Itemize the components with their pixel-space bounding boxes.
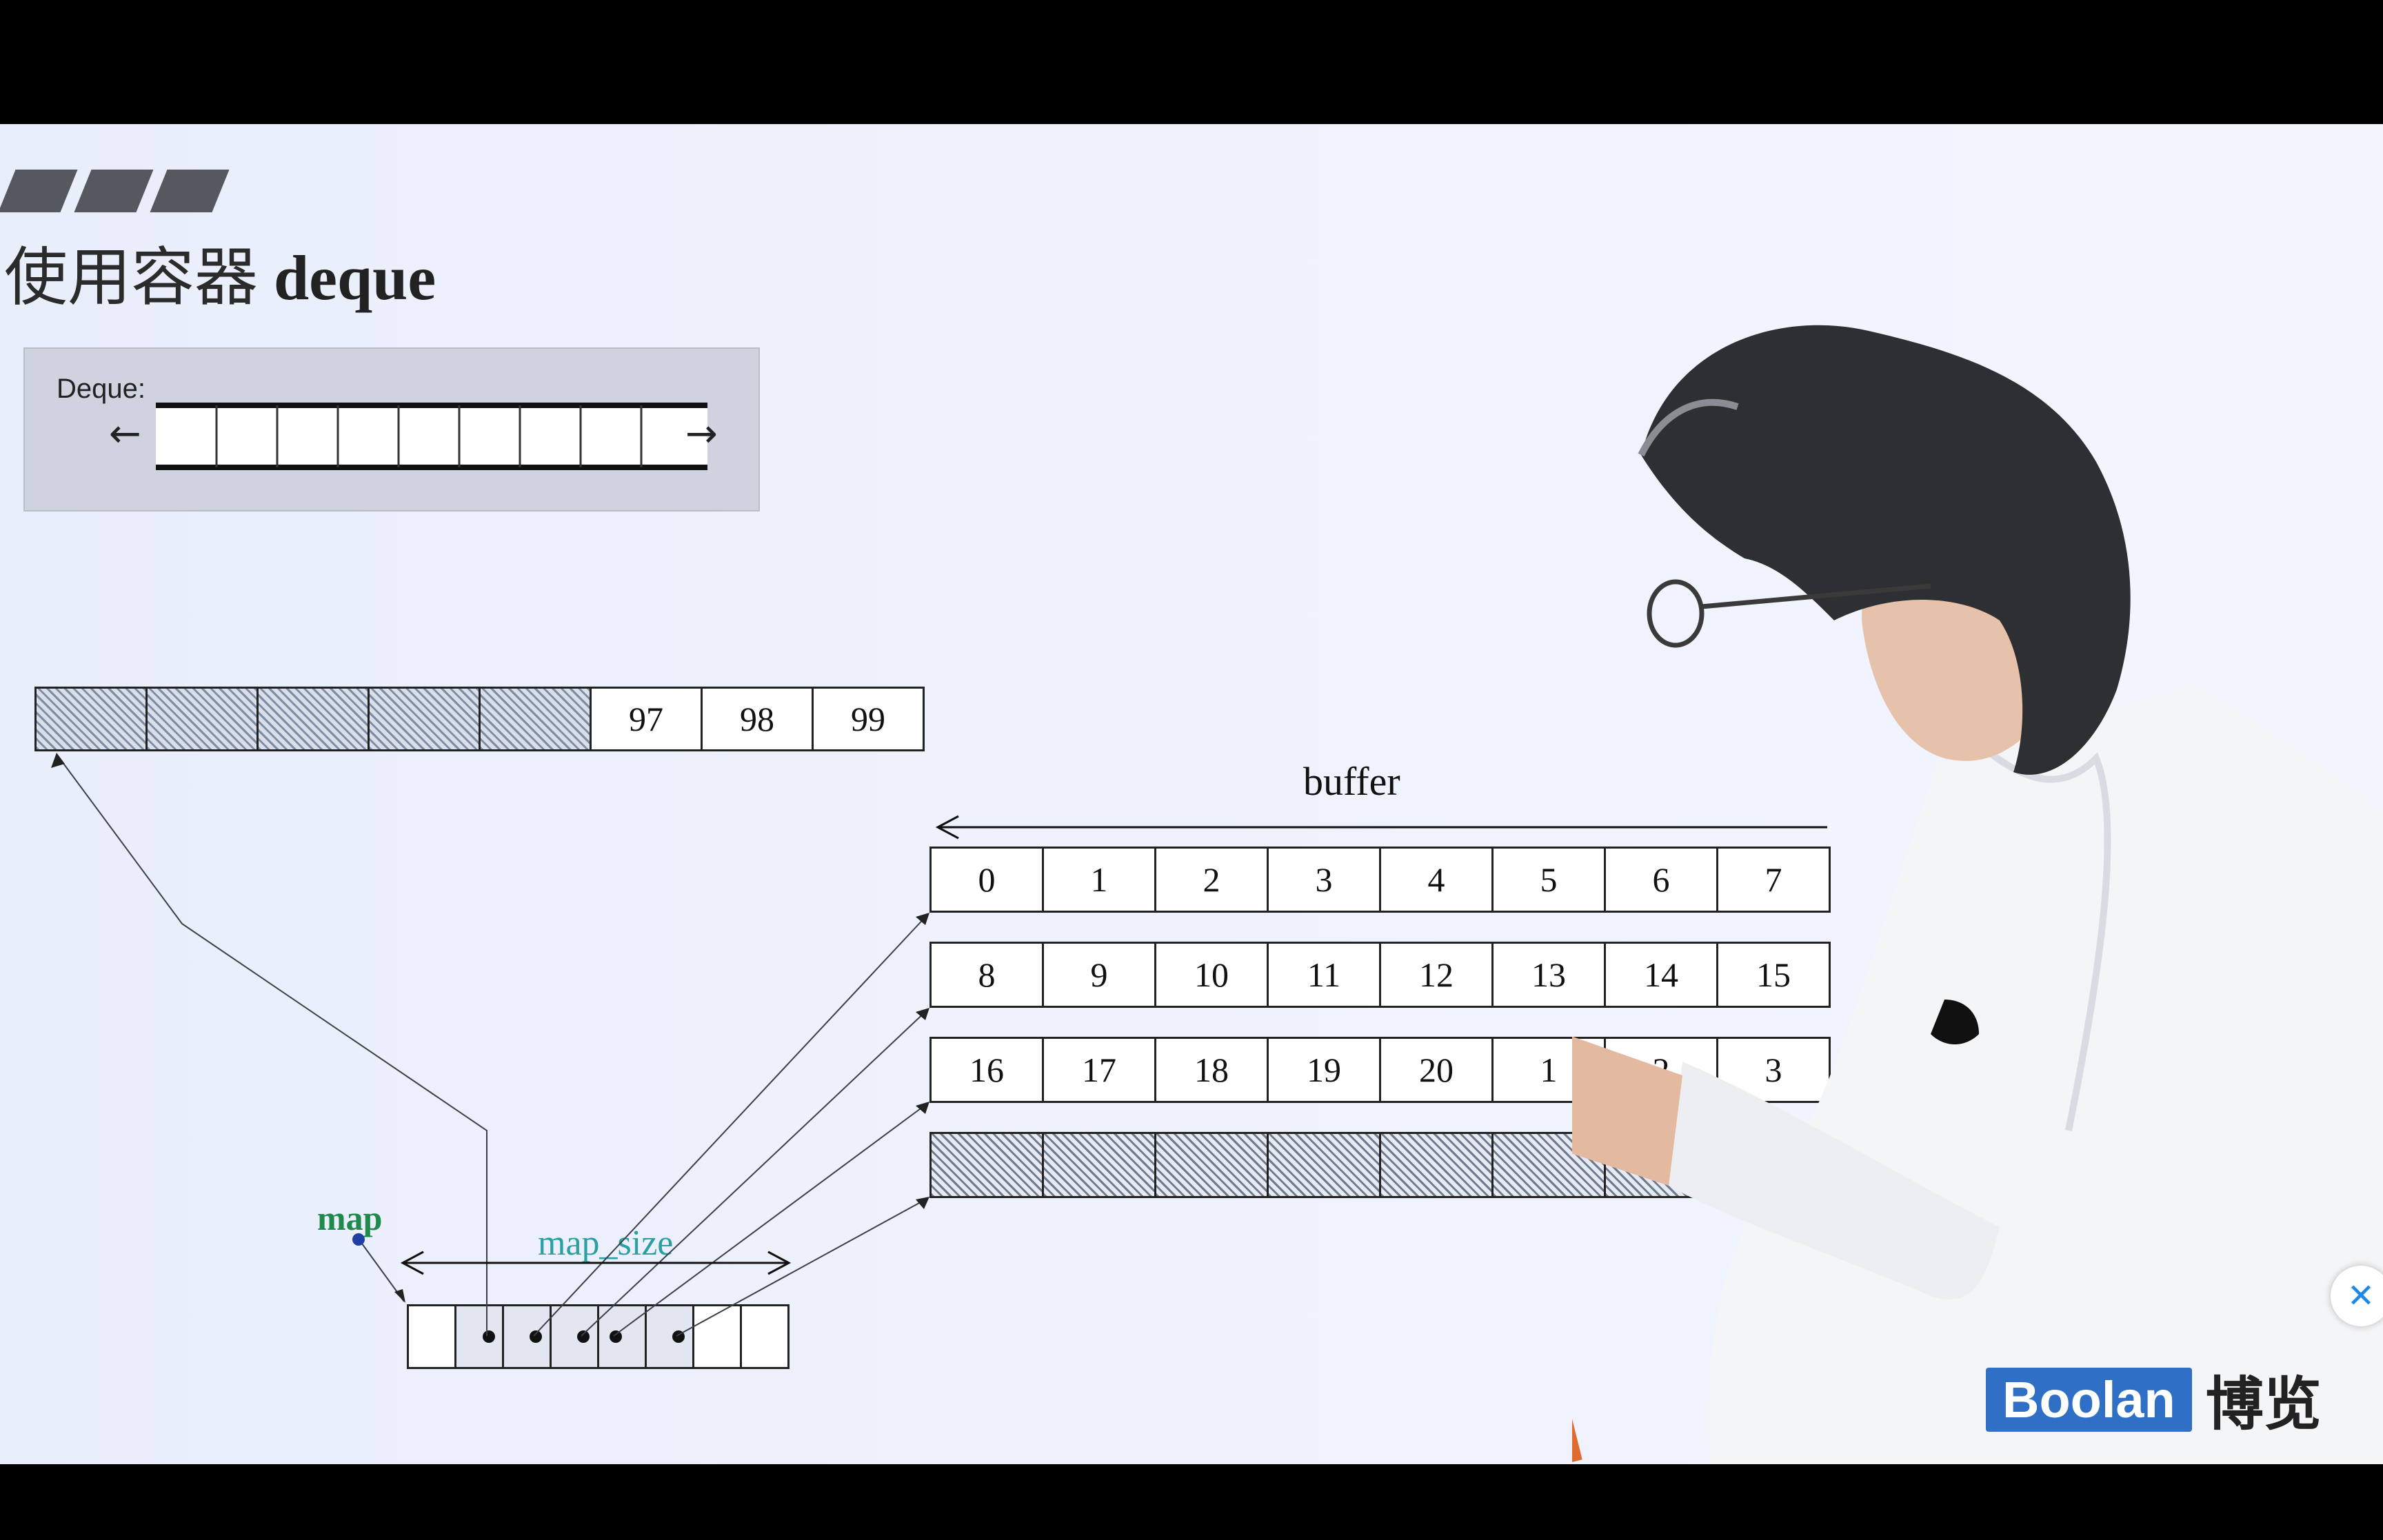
map-pointer-dot bbox=[577, 1330, 590, 1343]
buffer-cell: 7 bbox=[1716, 847, 1831, 913]
buffer-cell: 0 bbox=[929, 847, 1044, 913]
arrow-head-icon bbox=[916, 1197, 929, 1209]
buffer-cell: 13 bbox=[1491, 942, 1606, 1008]
hair-highlight bbox=[1638, 398, 1739, 457]
buffer-empty-cell bbox=[1379, 1132, 1494, 1198]
buffer-cell: 15 bbox=[1716, 942, 1831, 1008]
pointer-line-row2 bbox=[581, 1009, 929, 1337]
buffer-label: buffer bbox=[1303, 759, 1400, 804]
buffer-cell: 20 bbox=[1379, 1037, 1494, 1103]
buffer-empty-cell bbox=[929, 1132, 1044, 1198]
buffer-empty-cell bbox=[1042, 1132, 1156, 1198]
glasses-lens bbox=[1647, 579, 1705, 648]
map-slot bbox=[740, 1304, 790, 1369]
top-buffer-empty-cell bbox=[145, 687, 259, 751]
lecturer-hair bbox=[1641, 325, 2131, 775]
deque-illustration: Deque: ← → bbox=[23, 347, 760, 511]
buffer-cell: 4 bbox=[1379, 847, 1494, 913]
map-slot bbox=[597, 1304, 647, 1369]
lecturer-hand bbox=[1572, 1036, 1682, 1186]
buffer-cell: 10 bbox=[1154, 942, 1269, 1008]
buffer-cell: 2 bbox=[1154, 847, 1269, 913]
buffer-cell: 17 bbox=[1042, 1037, 1156, 1103]
map-pointer-dot bbox=[483, 1330, 495, 1343]
top-buffer-cell: 99 bbox=[812, 687, 925, 751]
map-pointer-dot bbox=[530, 1330, 542, 1343]
lecturer-shirt bbox=[1709, 682, 2383, 1464]
buffer-cell: 3 bbox=[1716, 1037, 1831, 1103]
deque-strip-body bbox=[156, 405, 707, 467]
map-origin-dot bbox=[352, 1233, 365, 1246]
map-size-label: map_size bbox=[538, 1224, 674, 1263]
arrow-head-icon bbox=[394, 1289, 405, 1303]
pointer-line-row3 bbox=[613, 1102, 929, 1337]
lecturer-figure bbox=[1572, 325, 2383, 1464]
buffer-cell: 5 bbox=[1491, 847, 1606, 913]
buffer-cell: 18 bbox=[1154, 1037, 1269, 1103]
boolan-logo-cn: 博览 bbox=[2205, 1370, 2322, 1438]
deque-label: Deque: bbox=[57, 374, 145, 404]
top-buffer-empty-cell bbox=[368, 687, 481, 751]
pointer-lines bbox=[51, 753, 929, 1337]
pointer-line-top-buffer bbox=[56, 753, 487, 1336]
title-en: deque bbox=[274, 243, 436, 313]
buffer-cell: 9 bbox=[1042, 942, 1156, 1008]
buffer-cell: 1 bbox=[1042, 847, 1156, 913]
arrow-head-icon bbox=[51, 753, 65, 768]
top-buffer-empty-cell bbox=[257, 687, 370, 751]
top-buffer-cell: 98 bbox=[701, 687, 814, 751]
buffer-empty-cell bbox=[1267, 1132, 1381, 1198]
deque-left-arrow-icon: ← bbox=[109, 412, 141, 456]
glasses-arm bbox=[1701, 583, 1931, 609]
deque-right-arrow-icon: → bbox=[685, 412, 718, 456]
pointer-line-row4 bbox=[676, 1197, 929, 1337]
buffer-cell: 19 bbox=[1267, 1037, 1381, 1103]
boolan-logo: Boolan 博览 bbox=[1986, 1365, 2322, 1438]
slide-title: 使用容器 deque bbox=[4, 226, 436, 318]
buffer-empty-cell bbox=[1154, 1132, 1269, 1198]
map-slot bbox=[454, 1304, 504, 1369]
arrow-head-icon bbox=[916, 1008, 929, 1020]
buffer-cell: 3 bbox=[1267, 847, 1381, 913]
title-cn: 使用容器 bbox=[4, 243, 259, 313]
arrow-head-icon bbox=[916, 913, 929, 925]
map-label: map bbox=[317, 1199, 383, 1237]
map-pointer-dot bbox=[610, 1330, 622, 1343]
arrow-head-icon bbox=[916, 1102, 929, 1114]
pointer-line-row1 bbox=[533, 913, 929, 1337]
lecturer-arm bbox=[1669, 1062, 2000, 1300]
map-slot bbox=[550, 1304, 599, 1369]
pointer-stick bbox=[1572, 1309, 1582, 1464]
close-icon[interactable]: ✕ bbox=[2331, 1266, 2383, 1326]
map-size-arrow-left-icon bbox=[400, 1250, 424, 1275]
buffer-cell: 14 bbox=[1604, 942, 1718, 1008]
lapel-mic bbox=[1931, 1000, 1979, 1044]
map-slot bbox=[692, 1304, 742, 1369]
map-size-arrow-right-icon bbox=[767, 1250, 792, 1275]
slide: 使用容器 deque Deque: ← → 9 7 98 bbox=[0, 124, 2383, 1464]
deque-strip: ← → bbox=[109, 403, 718, 470]
buffer-arrow-head-icon bbox=[935, 815, 959, 840]
boolan-logo-text: Boolan bbox=[1986, 1367, 2192, 1432]
buffer-arrow bbox=[935, 815, 1827, 840]
